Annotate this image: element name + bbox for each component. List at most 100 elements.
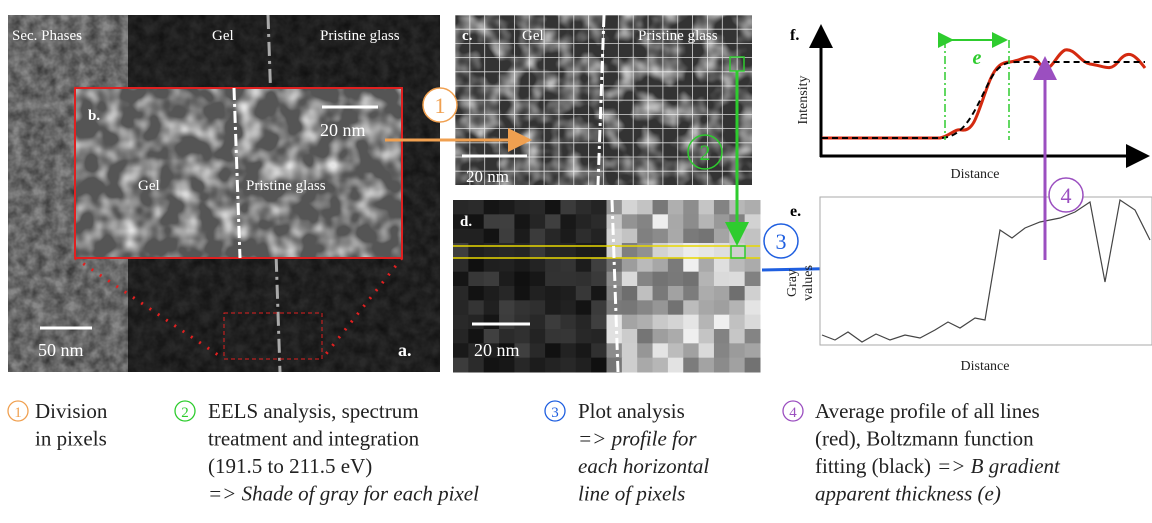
axis-label: Intensity bbox=[796, 76, 811, 125]
pixel bbox=[499, 243, 515, 258]
pixel bbox=[668, 214, 684, 229]
pixel bbox=[683, 243, 699, 258]
pixel bbox=[637, 257, 653, 272]
pixel bbox=[668, 329, 684, 344]
pixel bbox=[745, 229, 761, 244]
pixel bbox=[745, 343, 761, 358]
label: Gel bbox=[212, 28, 234, 44]
pixel bbox=[714, 358, 730, 373]
pixel bbox=[545, 315, 561, 330]
panel-tag: c. bbox=[462, 28, 473, 44]
pixel bbox=[468, 315, 484, 330]
pixel bbox=[637, 286, 653, 301]
pixel bbox=[637, 243, 653, 258]
pixel bbox=[653, 315, 669, 330]
panel-b: b. 20 nm Gel Pristine glass bbox=[75, 88, 402, 258]
pixel bbox=[637, 300, 653, 315]
pixel bbox=[453, 200, 469, 215]
pixel bbox=[545, 257, 561, 272]
pixel bbox=[499, 315, 515, 330]
pixel bbox=[699, 358, 715, 373]
pixel bbox=[729, 329, 745, 344]
panel-tag: d. bbox=[460, 214, 472, 230]
caption-detail: apparent thickness (e) bbox=[815, 482, 1001, 506]
pixel bbox=[622, 329, 638, 344]
pixel bbox=[729, 358, 745, 373]
pixel bbox=[545, 358, 561, 373]
pixel bbox=[484, 229, 500, 244]
pixel bbox=[699, 243, 715, 258]
pixel bbox=[622, 315, 638, 330]
pixel bbox=[591, 315, 607, 330]
pixel bbox=[468, 300, 484, 315]
pixel bbox=[468, 200, 484, 215]
pixel bbox=[530, 343, 546, 358]
panel-tag: e. bbox=[790, 203, 801, 220]
pixel bbox=[484, 257, 500, 272]
pixel bbox=[637, 229, 653, 244]
pixel bbox=[729, 315, 745, 330]
pixel bbox=[637, 315, 653, 330]
pixel bbox=[576, 200, 592, 215]
pixel bbox=[530, 358, 546, 373]
pixel bbox=[714, 243, 730, 258]
pixel bbox=[683, 300, 699, 315]
pixel bbox=[653, 343, 669, 358]
pixel bbox=[545, 200, 561, 215]
pixel bbox=[484, 300, 500, 315]
pixel bbox=[468, 272, 484, 287]
pixel bbox=[622, 343, 638, 358]
step-number: 4 bbox=[789, 405, 797, 421]
pixel bbox=[514, 200, 530, 215]
pixel bbox=[683, 358, 699, 373]
pixel bbox=[714, 300, 730, 315]
pixel bbox=[622, 272, 638, 287]
pixel bbox=[530, 200, 546, 215]
pixel bbox=[453, 272, 469, 287]
pixel bbox=[576, 343, 592, 358]
pixel bbox=[576, 257, 592, 272]
pixel bbox=[729, 272, 745, 287]
step-marker: 3 bbox=[776, 229, 787, 254]
pixel bbox=[560, 329, 576, 344]
pixel bbox=[745, 329, 761, 344]
pixel bbox=[622, 300, 638, 315]
caption-line: fitting (black) bbox=[815, 454, 931, 478]
scale-bar-label: 20 nm bbox=[474, 340, 520, 360]
pixel bbox=[591, 300, 607, 315]
pixel bbox=[622, 358, 638, 373]
pixel bbox=[699, 229, 715, 244]
pixel bbox=[637, 200, 653, 215]
caption-detail: line of pixels bbox=[578, 482, 685, 506]
pixel bbox=[484, 286, 500, 301]
panel-d: d. 20 nm bbox=[453, 200, 761, 373]
caption-detail: => Shade of gray for each pixel bbox=[208, 482, 479, 506]
pixel bbox=[745, 286, 761, 301]
pixel bbox=[699, 272, 715, 287]
label: Gel bbox=[138, 178, 160, 194]
pixel bbox=[653, 329, 669, 344]
pixel bbox=[560, 272, 576, 287]
axis-label: values bbox=[801, 265, 816, 301]
pixel bbox=[484, 272, 500, 287]
pixel bbox=[560, 300, 576, 315]
panel-tag: f. bbox=[790, 27, 799, 44]
pixel bbox=[607, 329, 623, 344]
pixel bbox=[530, 257, 546, 272]
pixel bbox=[683, 286, 699, 301]
pixel bbox=[745, 358, 761, 373]
caption-line: Plot analysis bbox=[578, 399, 685, 423]
pixel bbox=[576, 272, 592, 287]
pixel bbox=[683, 214, 699, 229]
pixel bbox=[714, 257, 730, 272]
pixel bbox=[453, 286, 469, 301]
pixel bbox=[683, 229, 699, 244]
pixel bbox=[653, 229, 669, 244]
scale-bar-label: 20 nm bbox=[466, 167, 509, 186]
pixel bbox=[514, 257, 530, 272]
pixel bbox=[530, 315, 546, 330]
pixel bbox=[484, 200, 500, 215]
pixel bbox=[484, 315, 500, 330]
pixel bbox=[714, 286, 730, 301]
pixel bbox=[714, 343, 730, 358]
